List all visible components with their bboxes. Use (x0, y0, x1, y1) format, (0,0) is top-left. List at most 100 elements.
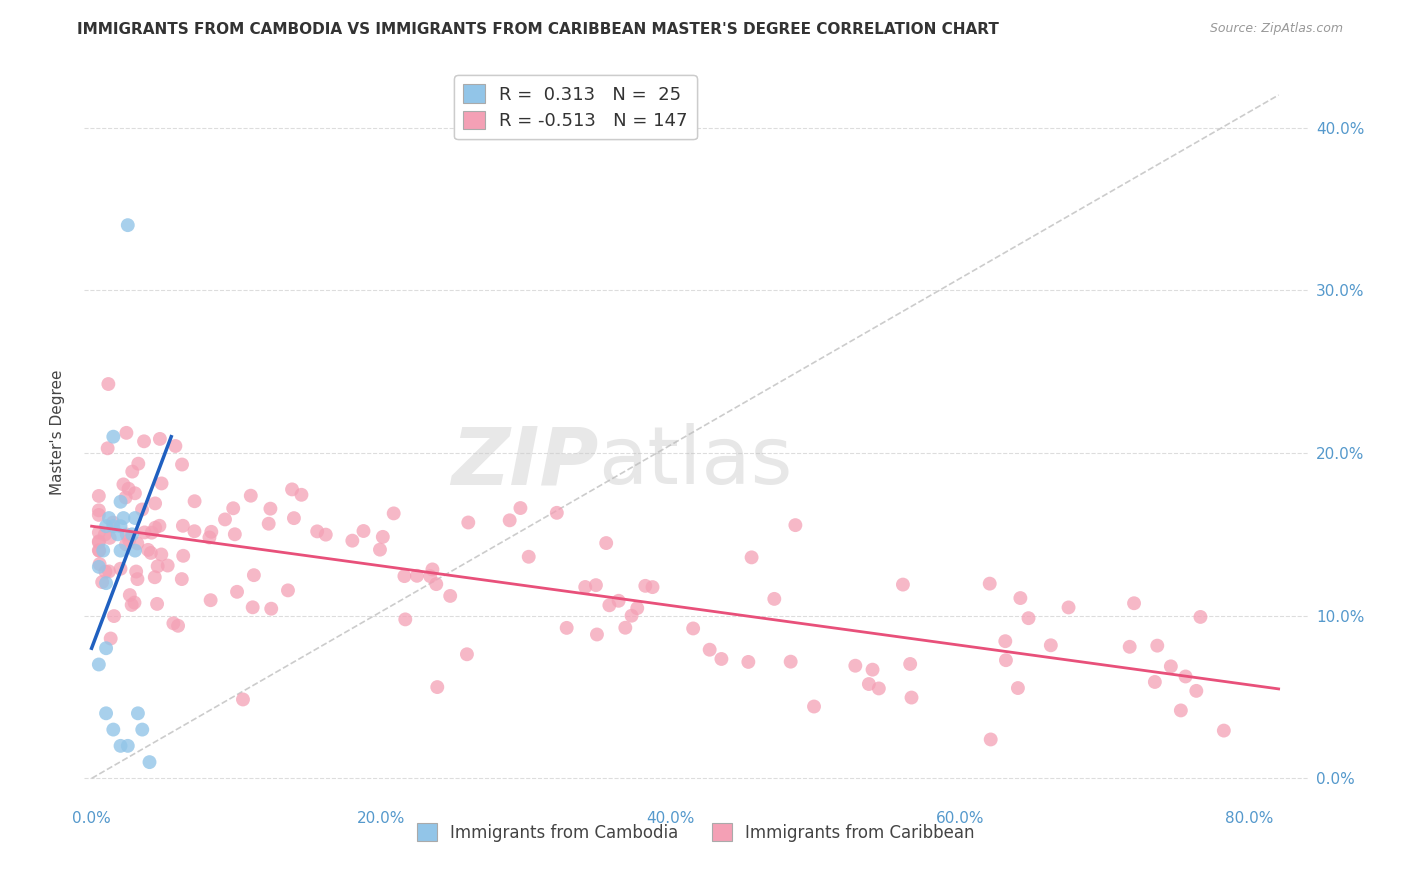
Point (699, 642, 721, 657)
Point (110, 543, 132, 558)
Point (94, 706, 117, 721)
Point (607, 594, 630, 608)
Point (509, 501, 531, 516)
Point (162, 616, 184, 631)
Point (456, 647, 478, 661)
Point (138, 755, 160, 769)
Point (517, 549, 540, 564)
Point (406, 569, 429, 583)
Point (898, 657, 921, 671)
Point (574, 580, 596, 594)
Point (281, 483, 304, 497)
Point (785, 518, 807, 533)
Point (115, 527, 138, 541)
Point (779, 655, 801, 669)
Point (803, 699, 825, 714)
Point (124, 596, 146, 610)
Point (1057, 600, 1080, 615)
Point (87, 657, 110, 672)
Point (131, 502, 153, 516)
Point (994, 653, 1017, 667)
Point (150, 476, 173, 491)
Point (200, 524, 222, 539)
Text: ZIP: ZIP (451, 423, 598, 501)
Point (150, 548, 173, 562)
Point (97, 442, 120, 456)
Point (200, 593, 222, 607)
Point (586, 627, 609, 641)
Y-axis label: Master's Degree: Master's Degree (51, 370, 65, 495)
Point (87, 543, 110, 558)
Point (103, 609, 125, 624)
Point (257, 516, 280, 531)
Point (89, 543, 111, 558)
Point (242, 600, 264, 615)
Point (101, 516, 124, 530)
Point (980, 732, 1002, 747)
Point (214, 512, 236, 526)
Point (260, 601, 283, 615)
Point (103, 430, 125, 444)
Point (87, 559, 110, 574)
Point (394, 612, 416, 626)
Point (1039, 638, 1062, 652)
Point (110, 495, 132, 509)
Point (979, 576, 1001, 591)
Point (232, 692, 254, 706)
Point (1123, 596, 1146, 610)
Point (585, 578, 607, 592)
Point (125, 565, 148, 579)
Point (94, 641, 117, 656)
Point (1010, 591, 1032, 605)
Point (87, 503, 110, 517)
Point (620, 608, 643, 623)
Point (243, 568, 266, 582)
Point (183, 494, 205, 508)
Point (457, 516, 479, 530)
Point (87, 489, 110, 503)
Point (1118, 640, 1140, 654)
Point (117, 739, 139, 753)
Point (98, 511, 121, 525)
Point (239, 489, 262, 503)
Point (595, 536, 617, 550)
Point (118, 588, 141, 602)
Point (222, 501, 245, 516)
Point (277, 583, 299, 598)
Point (156, 558, 179, 573)
Point (1007, 681, 1029, 695)
Point (290, 488, 312, 502)
Point (682, 622, 704, 636)
Point (1170, 703, 1192, 717)
Point (141, 525, 163, 540)
Point (98, 531, 121, 545)
Point (741, 550, 763, 565)
Point (114, 491, 136, 505)
Point (139, 546, 162, 560)
Point (868, 681, 890, 696)
Point (112, 477, 135, 491)
Point (103, 519, 125, 533)
Point (94, 519, 117, 533)
Legend: Immigrants from Cambodia, Immigrants from Caribbean: Immigrants from Cambodia, Immigrants fro… (409, 815, 983, 850)
Point (87, 534, 110, 549)
Point (94, 565, 117, 579)
Point (124, 486, 146, 500)
Point (1146, 639, 1168, 653)
Point (371, 530, 394, 544)
Point (634, 579, 657, 593)
Point (146, 597, 169, 611)
Point (307, 524, 329, 539)
Point (121, 465, 143, 479)
Point (641, 580, 664, 594)
Text: Source: ZipAtlas.com: Source: ZipAtlas.com (1209, 22, 1343, 36)
Point (353, 524, 375, 538)
Point (143, 521, 166, 535)
Point (555, 621, 578, 635)
Point (134, 525, 156, 540)
Text: IMMIGRANTS FROM CAMBODIA VS IMMIGRANTS FROM CARIBBEAN MASTER'S DEGREE CORRELATIO: IMMIGRANTS FROM CAMBODIA VS IMMIGRANTS F… (77, 22, 1000, 37)
Point (891, 577, 914, 591)
Point (546, 506, 568, 520)
Point (183, 524, 205, 539)
Point (598, 599, 620, 613)
